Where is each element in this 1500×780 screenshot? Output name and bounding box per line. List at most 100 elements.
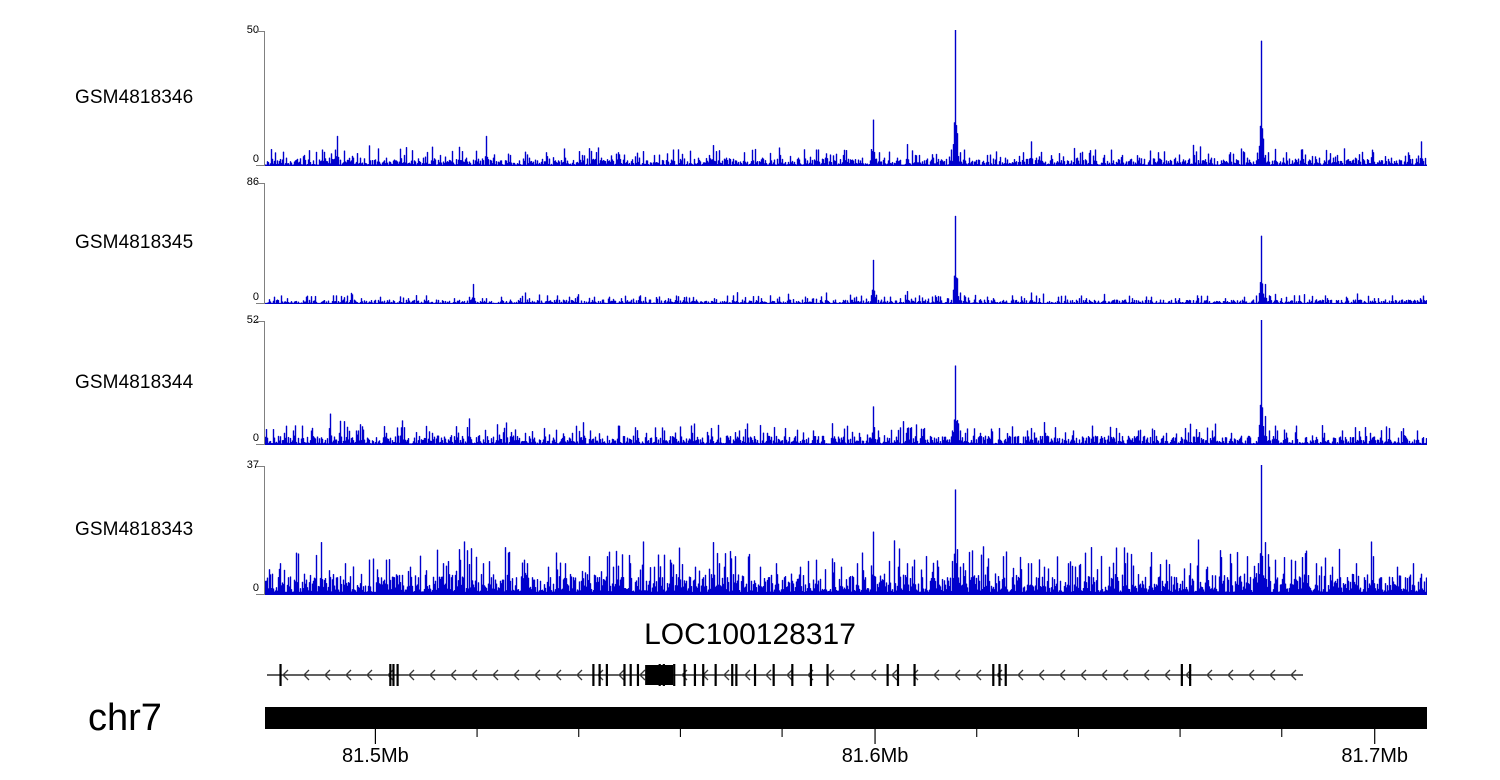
axis-tick-min	[256, 303, 265, 304]
axis-vertical-line	[264, 466, 265, 595]
strand-arrow-icon	[324, 669, 331, 681]
strand-arrow-icon	[534, 669, 541, 681]
chromosome-ideogram-bar[interactable]	[265, 707, 1427, 729]
genome-axis-ruler	[265, 729, 1427, 745]
strand-arrow-icon	[1017, 669, 1024, 681]
axis-tick-max	[256, 31, 265, 32]
gene-annotation-region: LOC100128317	[0, 618, 1500, 688]
gene-exon-tick	[673, 664, 676, 686]
gene-exon-tick	[791, 664, 794, 686]
gene-exon-tick	[396, 664, 399, 686]
strand-arrow-icon	[429, 669, 436, 681]
coverage-svg	[265, 30, 1427, 166]
strand-arrow-icon	[891, 669, 898, 681]
track-label-container: GSM4818346	[75, 30, 275, 166]
axis-tick-label: 81.6Mb	[841, 745, 909, 767]
strand-arrow-icon	[492, 669, 499, 681]
gene-name-label: LOC100128317	[644, 618, 856, 651]
strand-arrow-icon	[723, 669, 730, 681]
strand-arrow-icon	[408, 669, 415, 681]
axis-min-label: 0	[252, 582, 259, 594]
gene-exon-tick	[636, 664, 640, 686]
gene-exon-tick	[809, 664, 813, 686]
gene-exon-tick	[714, 664, 717, 686]
gene-model-track[interactable]	[265, 662, 1427, 688]
strand-arrow-icon	[1227, 669, 1234, 681]
strand-arrow-icon	[1290, 669, 1297, 681]
signal-track[interactable]: GSM4818344 52 0	[0, 314, 1500, 445]
strand-arrow-icon	[1059, 669, 1066, 681]
coverage-plot[interactable]	[265, 320, 1427, 445]
axis-tick-min	[256, 444, 265, 445]
gene-exon-tick	[683, 664, 686, 686]
track-label-container: GSM4818343	[75, 465, 275, 595]
strand-arrow-icon	[366, 669, 373, 681]
signal-track[interactable]: GSM4818345 86 0	[0, 176, 1500, 304]
axis-max-label: 37	[246, 459, 259, 471]
gene-exon-tick	[605, 664, 608, 686]
track-label-container: GSM4818345	[75, 182, 275, 304]
strand-arrow-icon	[282, 669, 289, 681]
coverage-plot[interactable]	[265, 182, 1427, 304]
strand-arrow-icon	[1206, 669, 1213, 681]
strand-arrow-icon	[1122, 669, 1129, 681]
axis-min-label: 0	[252, 291, 259, 303]
strand-arrow-icon	[1143, 669, 1150, 681]
coverage-plot[interactable]	[265, 465, 1427, 595]
gene-exon-tick	[913, 664, 916, 686]
gene-exon-tick	[623, 664, 626, 686]
signal-track[interactable]: GSM4818343 37 0	[0, 459, 1500, 595]
strand-arrow-icon	[744, 669, 751, 681]
strand-arrow-icon	[933, 669, 940, 681]
axis-vertical-line	[264, 321, 265, 445]
axis-tick-max	[256, 183, 265, 184]
signal-track[interactable]: GSM4818346 50 0	[0, 24, 1500, 166]
coverage-area	[265, 320, 1427, 445]
coverage-svg	[265, 320, 1427, 445]
gene-exon-tick	[279, 664, 282, 686]
gene-exon-tick	[693, 664, 697, 686]
gene-exon-tick	[772, 664, 775, 686]
gene-exon-tick	[753, 664, 757, 686]
axis-tick-min	[256, 165, 265, 166]
coverage-area	[265, 465, 1427, 595]
coverage-plot[interactable]	[265, 30, 1427, 166]
axis-tick-min	[256, 594, 265, 595]
gene-exon-tick	[998, 664, 1001, 686]
strand-arrow-icon	[618, 669, 625, 681]
gene-exon-tick	[629, 664, 632, 686]
strand-arrow-icon	[303, 669, 310, 681]
strand-arrow-icon	[513, 669, 520, 681]
axis-vertical-line	[264, 31, 265, 166]
gene-coding-block	[645, 665, 674, 685]
strand-arrow-icon	[555, 669, 562, 681]
strand-arrow-icon	[1038, 669, 1045, 681]
gene-exon-tick	[592, 664, 595, 686]
track-name-label: GSM4818345	[75, 232, 194, 253]
gene-exon-tick	[1189, 664, 1192, 686]
strand-arrow-icon	[849, 669, 856, 681]
track-label-container: GSM4818344	[75, 320, 275, 445]
strand-arrow-icon	[912, 669, 919, 681]
strand-arrow-icon	[639, 669, 646, 681]
axis-tick-label: 81.5Mb	[342, 745, 409, 767]
strand-arrow-icon	[1101, 669, 1108, 681]
track-axis: 37 0	[215, 459, 259, 595]
gene-exon-tick	[992, 664, 995, 686]
strand-arrow-icon	[954, 669, 961, 681]
gene-exon-tick	[1004, 664, 1007, 686]
axis-tick-max	[256, 321, 265, 322]
strand-arrow-icon	[786, 669, 793, 681]
axis-tick-labels: 81.5Mb 81.6Mb 81.7Mb	[265, 745, 1427, 775]
axis-min-label: 0	[252, 153, 259, 165]
strand-arrow-icon	[450, 669, 457, 681]
gene-exon-tick	[389, 664, 392, 686]
gene-exon-tick	[896, 664, 900, 686]
strand-arrow-icon	[471, 669, 478, 681]
strand-arrow-icon	[576, 669, 583, 681]
chromosome-label: chr7	[88, 697, 162, 739]
strand-arrow-icon	[828, 669, 835, 681]
strand-arrow-icon	[345, 669, 352, 681]
gene-exon-tick	[886, 664, 889, 686]
